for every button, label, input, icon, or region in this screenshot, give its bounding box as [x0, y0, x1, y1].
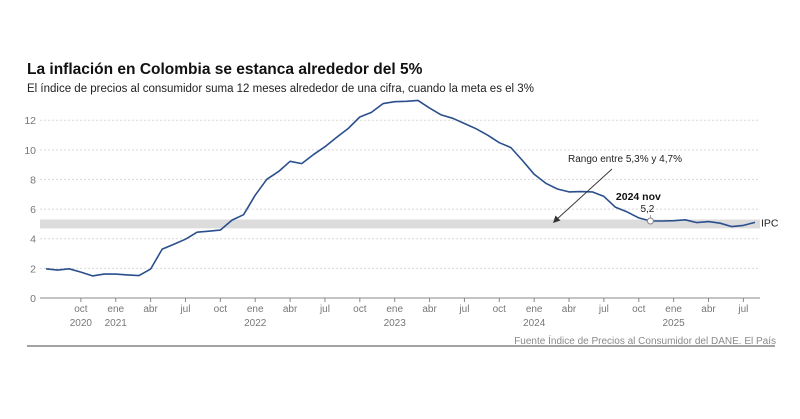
x-tick-month: oct — [493, 304, 507, 315]
x-tick-month: ene — [386, 304, 403, 315]
x-tick-month: jul — [598, 304, 609, 315]
x-tick-month: ene — [107, 304, 124, 315]
y-tick-label: 4 — [30, 234, 36, 246]
y-axis-ticks: 0 2 4 6 8 10 12 — [24, 115, 36, 305]
x-tick-year: 2023 — [384, 318, 407, 329]
x-tick-year: 2024 — [523, 318, 546, 329]
x-tick-year: 2025 — [663, 318, 686, 329]
y-tick-label: 10 — [24, 145, 36, 157]
x-tick-month: ene — [665, 304, 682, 315]
point-annotation-label: 2024 nov — [616, 191, 661, 203]
band-annotation-arrowhead — [553, 215, 561, 223]
y-tick-label: 8 — [30, 174, 36, 186]
target-band — [40, 219, 760, 229]
ipc-series-line — [45, 99, 756, 277]
x-tick-month: ene — [247, 304, 264, 315]
x-tick-month: abr — [562, 304, 577, 315]
y-tick-label: 12 — [24, 115, 36, 127]
x-tick-month: abr — [143, 304, 158, 315]
source-note: Fuente Índice de Precios al Consumidor d… — [514, 336, 776, 347]
band-annotation-label: Rango entre 5,3% y 4,7% — [568, 154, 682, 165]
band-annotation-arrow — [555, 168, 613, 221]
series-layer — [45, 99, 756, 277]
x-tick-month: oct — [214, 304, 228, 315]
x-tick-month: oct — [353, 304, 367, 315]
x-tick-month: ene — [526, 304, 543, 315]
x-tick-year: 2022 — [244, 318, 267, 329]
x-tick-month: jul — [319, 304, 330, 315]
point-annotation-marker — [646, 217, 654, 225]
x-tick-month: abr — [422, 304, 437, 315]
target-range-band — [40, 219, 760, 229]
y-tick-label: 0 — [30, 293, 36, 305]
x-tick-year: 2020 — [70, 318, 93, 329]
x-tick-month: abr — [701, 304, 716, 315]
chart-subtitle: El índice de precios al consumidor suma … — [27, 83, 534, 95]
x-tick-year: 2021 — [105, 318, 128, 329]
gridlines — [40, 119, 760, 299]
x-tick-month: jul — [458, 304, 469, 315]
x-tick-month: oct — [74, 304, 88, 315]
x-tick-month: jul — [179, 304, 190, 315]
point-annotation-value: 5,2 — [640, 204, 654, 215]
x-tick-month: abr — [283, 304, 298, 315]
x-tick-month: jul — [737, 304, 748, 315]
x-tick-month: oct — [632, 304, 646, 315]
chart-title: La inflación en Colombia se estanca alre… — [27, 61, 423, 78]
series-label: IPC — [761, 217, 779, 229]
x-axis-ticks: oct 2020 ene 2021 abr jul oct ene 2022 abr jul oct e… — [70, 298, 748, 329]
y-tick-label: 6 — [30, 204, 36, 216]
y-tick-label: 2 — [30, 263, 36, 275]
